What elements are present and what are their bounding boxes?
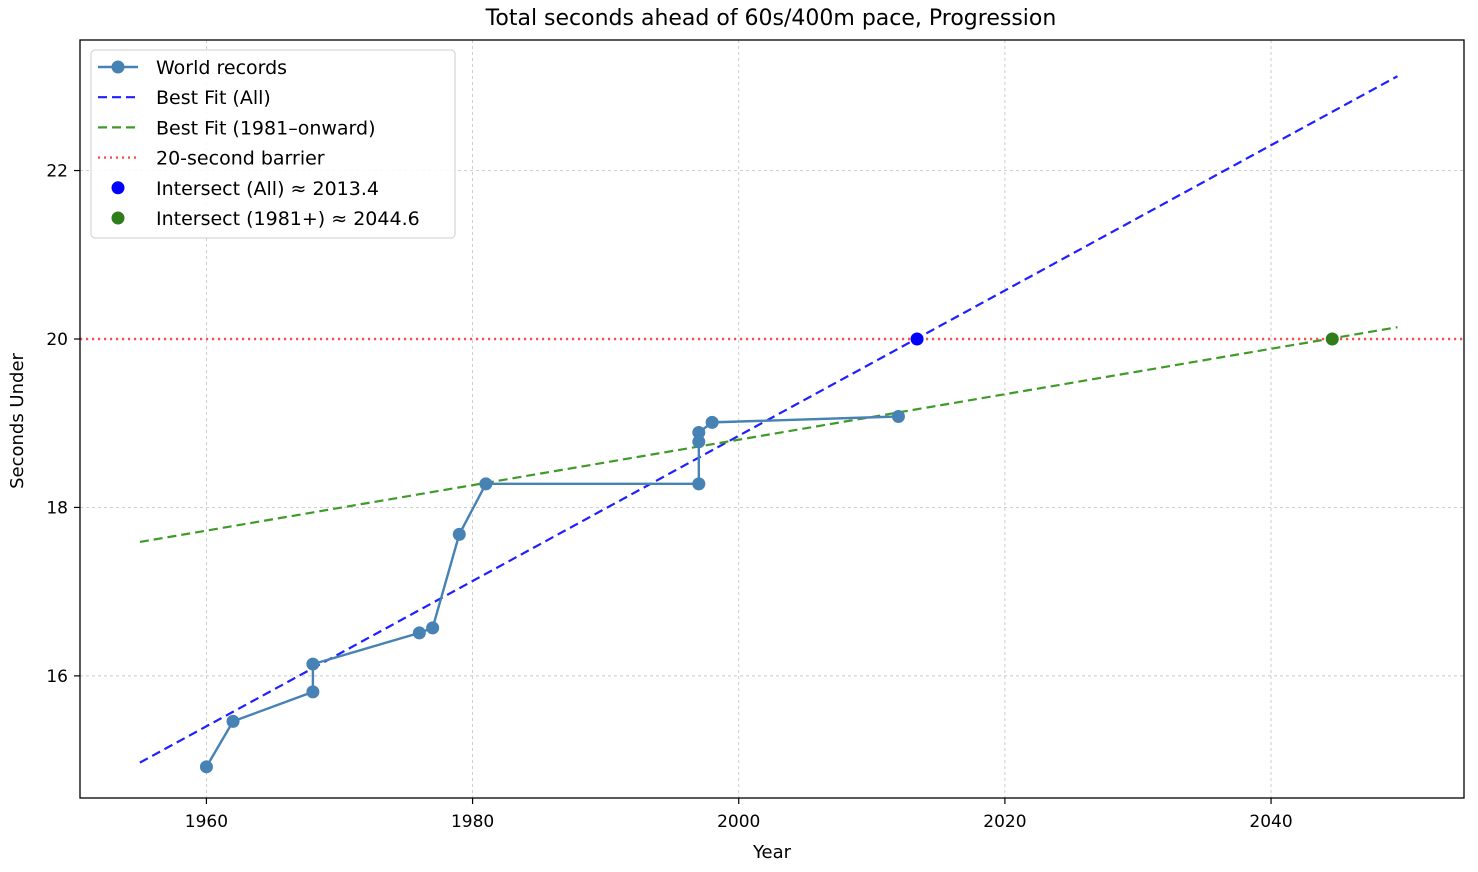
y-axis-ticks: 16 18 20 22 xyxy=(46,162,80,687)
world-record-point xyxy=(306,657,320,671)
world-records-line xyxy=(205,415,899,768)
x-tick-label: 1960 xyxy=(185,812,228,832)
legend-label: Intersect (All) ≈ 2013.4 xyxy=(156,178,379,200)
x-tick-label: 2040 xyxy=(1249,812,1292,832)
intersect-1981-point xyxy=(1325,332,1339,346)
legend-label: Intersect (1981+) ≈ 2044.6 xyxy=(156,208,420,230)
world-record-point xyxy=(479,477,493,491)
legend-label: Best Fit (All) xyxy=(156,87,271,109)
world-record-point xyxy=(705,415,719,429)
chart-title: Total seconds ahead of 60s/400m pace, Pr… xyxy=(485,6,1057,31)
axes-frame xyxy=(79,39,1465,799)
world-record-point xyxy=(692,435,706,449)
world-record-point xyxy=(426,621,440,635)
legend-label: Best Fit (1981–onward) xyxy=(156,117,376,139)
y-tick-label: 22 xyxy=(46,162,68,182)
gridlines xyxy=(80,40,1464,798)
x-tick-label: 1980 xyxy=(451,812,494,832)
y-tick-label: 20 xyxy=(46,330,68,350)
x-tick-label: 2000 xyxy=(717,812,760,832)
plot-area xyxy=(80,75,1464,774)
world-record-point xyxy=(306,685,320,699)
world-record-point xyxy=(891,409,905,423)
x-axis-ticks: 1960 1980 2000 2020 2040 xyxy=(185,798,1293,832)
world-record-point xyxy=(452,527,466,541)
legend-marker-world-records xyxy=(111,60,125,74)
world-record-point xyxy=(412,626,426,640)
best-fit-1981-line xyxy=(139,326,1398,544)
legend: World records Best Fit (All) Best Fit (198… xyxy=(90,49,456,239)
world-record-point xyxy=(199,760,213,774)
world-record-point xyxy=(692,477,706,491)
x-tick-label: 2020 xyxy=(983,812,1026,832)
intersect-all-point xyxy=(910,332,924,346)
legend-marker-intersect xyxy=(111,181,125,195)
legend-label: 20-second barrier xyxy=(156,148,325,170)
legend-marker-intersect xyxy=(111,211,125,225)
y-tick-label: 18 xyxy=(46,498,68,518)
world-record-point xyxy=(226,714,240,728)
legend-label: World records xyxy=(156,57,287,79)
legend-box xyxy=(90,49,456,239)
world-record-point xyxy=(692,425,706,439)
y-tick-label: 16 xyxy=(46,667,68,687)
x-axis-title: Year xyxy=(752,842,792,863)
y-axis-title: Seconds Under xyxy=(7,352,28,488)
